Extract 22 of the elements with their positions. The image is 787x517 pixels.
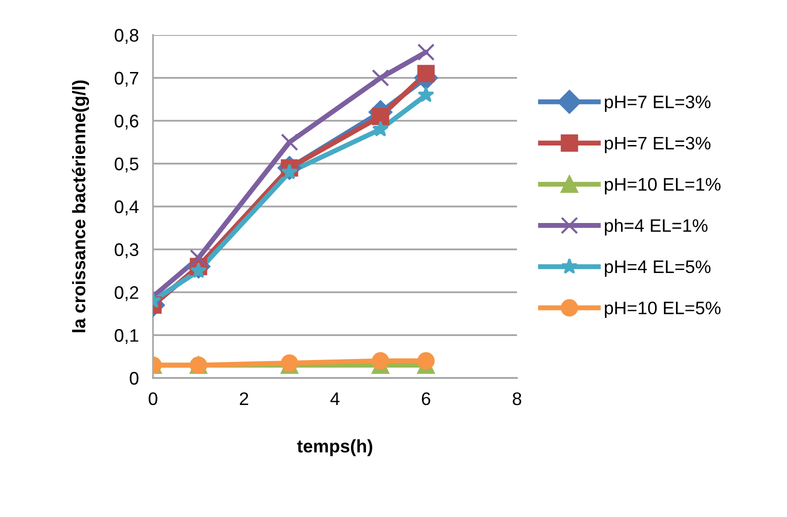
legend-label: pH=7 EL=3% (604, 136, 710, 154)
y-tick-label: 0 (130, 372, 138, 385)
y-tick-label: 0,4 (114, 200, 139, 216)
x-tick-label: 2 (240, 392, 248, 405)
legend-label: pH=10 EL=1% (604, 178, 721, 194)
x-tick-label: 4 (330, 392, 340, 405)
legend-label: pH=4 EL=5% (604, 260, 710, 277)
y-tick-label: 0,7 (114, 72, 138, 87)
y-tick-label: 0,2 (114, 286, 138, 302)
x-tick-label: 6 (422, 392, 430, 406)
legend-label: ph=4 EL=1% (604, 218, 708, 236)
y-tick-label: 0,5 (114, 158, 138, 172)
legend-label: pH=10 EL=5% (604, 302, 721, 318)
y-tick-label: 0,8 (114, 28, 138, 44)
x-axis-title: temps(h) (297, 439, 372, 456)
x-tick-label: 0 (148, 392, 158, 406)
y-axis-title: la croissance bactérienne(g/l) (72, 80, 90, 332)
x-tick-label: 8 (512, 392, 522, 406)
y-tick-label: 0,3 (114, 243, 138, 258)
y-tick-label: 0,6 (114, 114, 138, 130)
legend-label: pH=7 EL=3% (604, 96, 710, 112)
y-tick-label: 0,1 (114, 329, 138, 344)
